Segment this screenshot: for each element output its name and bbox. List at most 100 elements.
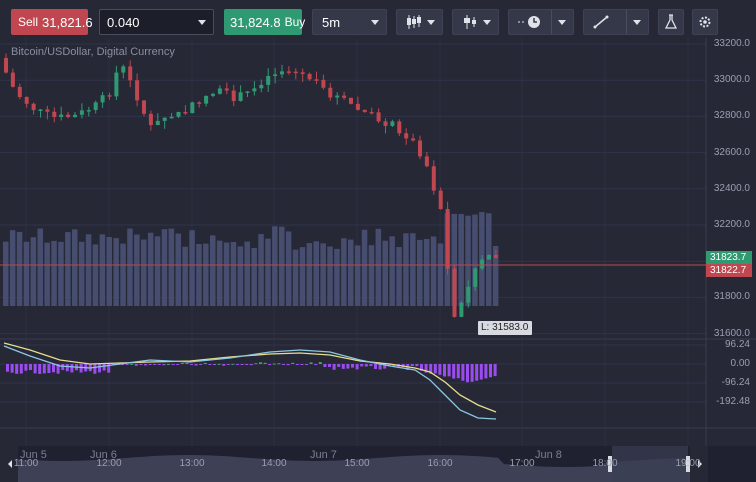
volume-bar — [279, 226, 285, 306]
candle-body — [93, 102, 98, 111]
macd-histogram-bar — [98, 364, 101, 373]
time-tick: 12:00 — [96, 458, 122, 469]
indicators-select[interactable] — [452, 9, 499, 35]
candle-body — [52, 111, 57, 118]
volume-bar — [285, 231, 292, 306]
macd-histogram-bar — [452, 364, 456, 379]
time-select[interactable] — [508, 9, 574, 35]
navigator-handle-left — [608, 456, 612, 472]
candle-body — [445, 209, 450, 269]
price-chart[interactable] — [0, 38, 756, 482]
volume-bar — [423, 238, 430, 306]
macd-histogram-bar — [328, 364, 331, 367]
volume-bar — [437, 243, 444, 306]
volume-bar — [465, 215, 471, 306]
macd-histogram-bar — [479, 364, 483, 380]
settings-button[interactable] — [692, 9, 718, 35]
volume-bar — [313, 241, 319, 306]
volume-bar — [492, 246, 499, 306]
candle-body — [128, 66, 133, 81]
volume-bar — [451, 213, 457, 306]
gear-icon — [699, 16, 711, 28]
candle-body — [266, 75, 271, 85]
volume-bar — [44, 242, 50, 306]
macd-histogram-bar — [10, 364, 14, 373]
studies-button[interactable] — [658, 9, 684, 35]
timeframe-select[interactable]: 5m — [312, 9, 387, 35]
macd-histogram-bar — [162, 364, 166, 366]
macd-histogram-bar — [332, 364, 336, 370]
volume-bar — [354, 245, 361, 306]
macd-histogram-bar — [420, 364, 423, 371]
oscillator-tick: -96.24 — [721, 377, 750, 388]
macd-histogram-bar — [194, 364, 198, 366]
macd-histogram-bar — [102, 364, 106, 371]
volume-bar — [134, 234, 140, 306]
volume-bar — [375, 228, 382, 306]
macd-histogram-bar — [410, 364, 414, 367]
macd-histogram-bar — [249, 364, 253, 366]
buy-price: 31,824.8 — [230, 14, 281, 30]
macd-histogram-bar — [447, 364, 451, 377]
chevron-down-icon — [198, 20, 206, 25]
candle-body — [487, 254, 491, 260]
macd-histogram-bar — [199, 364, 203, 365]
candle-body — [24, 96, 29, 104]
volume-bar — [389, 236, 395, 306]
macd-histogram-bar — [470, 364, 474, 382]
chevron-down-icon — [558, 20, 566, 25]
macd-histogram-bar — [484, 364, 488, 379]
sell-button[interactable]: Sell 31,821.6 — [11, 9, 93, 35]
candle-body — [162, 117, 167, 121]
volume-bar — [272, 226, 278, 306]
candle-body — [342, 95, 347, 98]
toolbar: Sell 31,821.6 0.040 31,824.8 Buy 5m — [0, 0, 756, 42]
navigator[interactable] — [0, 446, 756, 482]
macd-histogram-bar — [360, 364, 364, 367]
macd-histogram-bar — [121, 364, 124, 365]
chart-type-select[interactable] — [396, 9, 443, 35]
macd-histogram-bar — [245, 364, 249, 365]
volume-bar — [472, 214, 478, 306]
candle-body — [431, 166, 436, 191]
volume-bar — [16, 231, 23, 306]
candle-body — [252, 88, 257, 92]
macd-histogram-bar — [52, 364, 55, 373]
macd-histogram-bar — [176, 364, 180, 365]
volume-bar — [182, 246, 188, 306]
volume-bar — [92, 244, 99, 306]
quantity-select[interactable]: 0.040 — [99, 9, 214, 35]
macd-histogram-bar — [272, 363, 276, 365]
macd-histogram-bar — [139, 364, 143, 365]
time-tick: 15:00 — [344, 458, 370, 469]
volume-bar — [196, 244, 202, 306]
candle-body — [493, 254, 498, 258]
volume-bar — [417, 239, 423, 306]
candle-body — [376, 112, 381, 122]
buy-button[interactable]: 31,824.8 Buy — [224, 9, 305, 35]
volume-bar — [341, 238, 347, 306]
volume-bar — [120, 243, 126, 306]
macd-histogram-bar — [19, 364, 23, 374]
chevron-left-icon — [8, 460, 12, 468]
candle-body — [280, 71, 284, 75]
macd-histogram-bar — [217, 363, 221, 365]
volume-bar — [458, 213, 464, 306]
macd-histogram-bar — [61, 364, 65, 371]
buy-label: Buy — [284, 15, 306, 29]
chevron-down-icon — [427, 20, 435, 25]
volume-bar — [23, 241, 30, 306]
candle-body — [73, 114, 77, 118]
candle-body — [10, 72, 15, 87]
macd-histogram-bar — [383, 364, 387, 369]
candle-body — [238, 92, 243, 102]
candle-body — [397, 121, 402, 134]
volume-bar — [51, 240, 57, 306]
candle-body — [349, 97, 353, 104]
macd-histogram-bar — [15, 364, 19, 374]
volume-bar — [78, 241, 85, 306]
draw-tool-select[interactable] — [583, 9, 649, 35]
volume-bar — [65, 232, 71, 306]
macd-histogram-bar — [369, 364, 373, 367]
volume-bar — [361, 229, 368, 306]
